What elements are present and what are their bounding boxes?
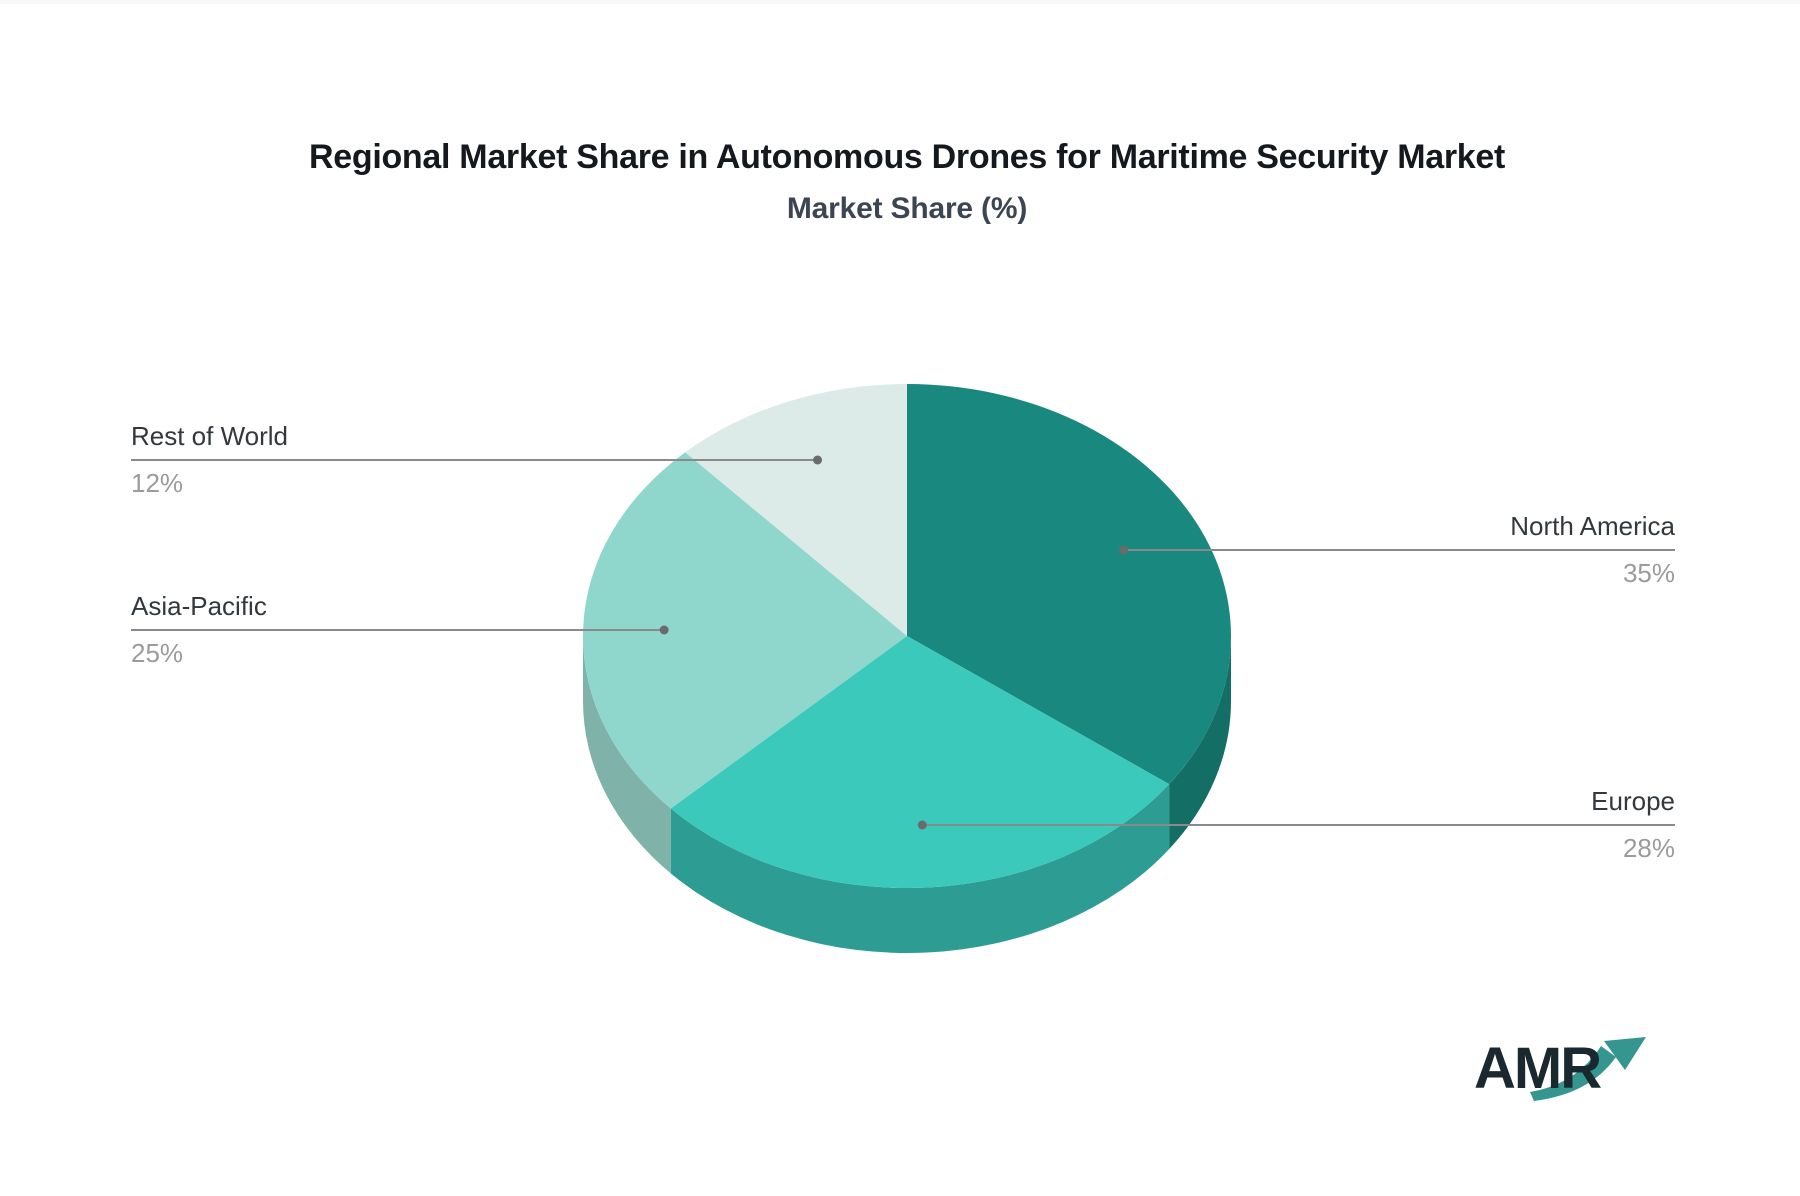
label-name: Europe xyxy=(1591,786,1675,816)
pie-side-europe xyxy=(670,784,1170,954)
logo-arrow-head-icon xyxy=(1604,1037,1646,1070)
label-value: 12% xyxy=(131,468,184,498)
pie-slice-north-america xyxy=(907,384,1231,785)
label-name: North America xyxy=(1510,511,1675,541)
label-north-america: North America 35% xyxy=(1195,509,1675,590)
label-name: Asia-Pacific xyxy=(131,591,267,621)
label-asia-pacific: Asia-Pacific 25% xyxy=(131,589,611,670)
label-name: Rest of World xyxy=(131,421,289,451)
chart-subtitle: Market Share (%) xyxy=(786,192,1028,225)
label-europe: Europe 28% xyxy=(1195,784,1675,865)
label-value: 28% xyxy=(1622,833,1675,863)
pie-slice-asia-pacific xyxy=(582,452,907,809)
amr-logo: AMR xyxy=(1474,1040,1714,1120)
pie-slice-rest-of-world xyxy=(685,384,907,636)
leader-dot-north-america xyxy=(1119,545,1129,555)
amr-logo-text: AMR xyxy=(1474,1036,1602,1101)
pie-side-north-america xyxy=(1169,636,1231,850)
chart-title: Regional Market Share in Autonomous Dron… xyxy=(308,138,1506,176)
label-value: 25% xyxy=(131,638,184,668)
leader-dot-asia-pacific xyxy=(659,625,669,635)
top-border-strip xyxy=(0,0,1800,4)
logo-arrow-swoosh-icon xyxy=(1530,1046,1616,1101)
label-value: 35% xyxy=(1622,558,1675,588)
leader-dot-europe xyxy=(917,820,927,830)
pie-side-asia-pacific xyxy=(583,636,671,874)
label-rest-of-world: Rest of World 12% xyxy=(131,419,611,500)
leader-dot-rest-of-world xyxy=(813,455,823,465)
